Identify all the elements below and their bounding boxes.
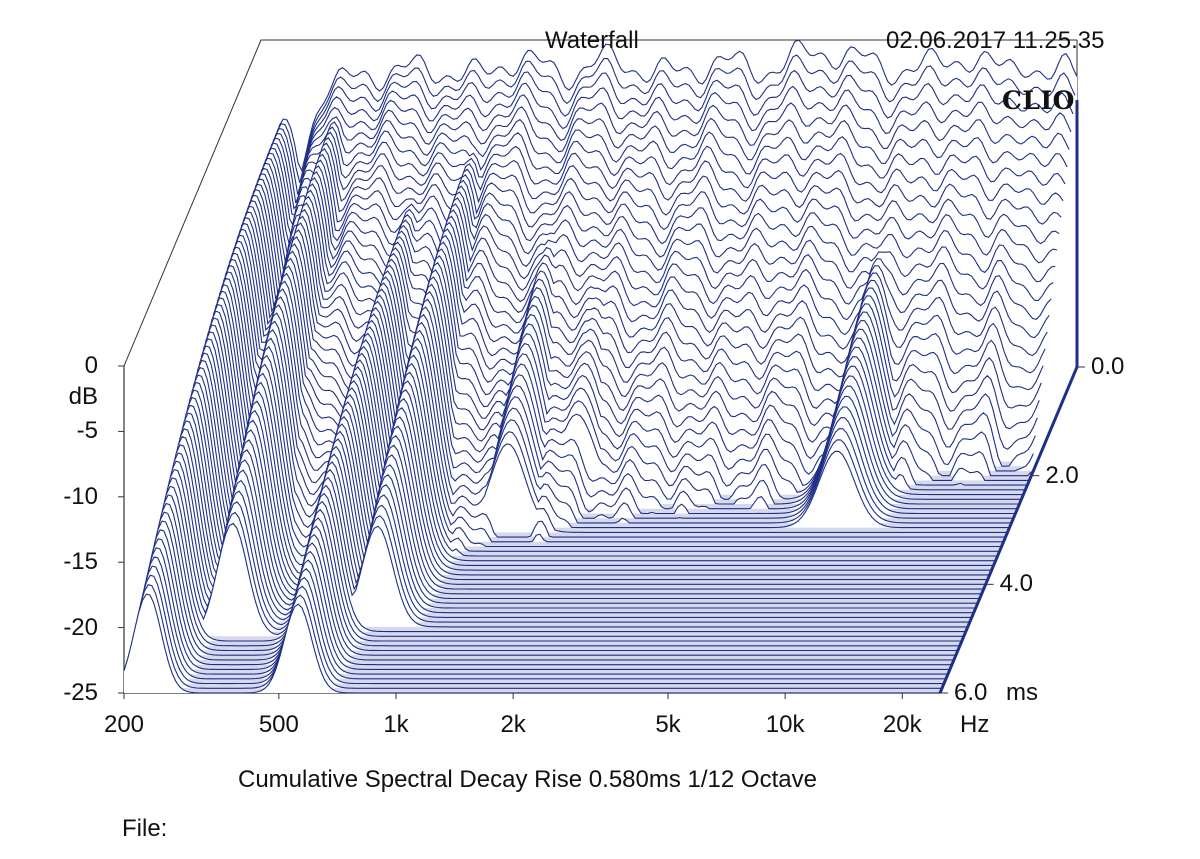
y-tick-label: -10	[63, 482, 98, 510]
decay-slice-line	[224, 189, 1042, 409]
decay-slice-line	[196, 288, 1014, 519]
decay-slice-line	[236, 153, 1054, 302]
decay-slice-line	[131, 556, 948, 675]
decay-slice-line	[133, 547, 950, 670]
decay-slice-line	[214, 222, 1032, 477]
decay-slice-line	[256, 69, 1074, 244]
decay-slice-line	[240, 142, 1058, 290]
decay-traces	[123, 39, 1079, 694]
z-unit-label: ms	[1006, 679, 1038, 706]
x-tick-label: 200	[103, 711, 145, 738]
y-tick-label: -20	[63, 613, 98, 641]
timestamp: 02.06.2017 11.25.35	[886, 27, 1105, 54]
decay-slice-line	[242, 136, 1060, 284]
decay-slice-line	[149, 477, 966, 633]
decay-slice-line	[216, 215, 1034, 472]
x-tick-label: 10k	[765, 711, 805, 738]
decay-slice-line	[129, 565, 946, 680]
x-tick-label: 5k	[655, 711, 681, 738]
z-tick-label: 4.0	[999, 570, 1034, 598]
y-tick-label: 0	[84, 352, 98, 379]
x-unit-label: Hz	[960, 711, 990, 738]
y-tick-label: -25	[63, 679, 98, 706]
decay-slice-line	[145, 494, 962, 642]
decay-slice-line	[246, 126, 1064, 272]
z-tick-label: 2.0	[1045, 461, 1079, 489]
x-tick-label: 1k	[383, 711, 409, 738]
decay-slice-mask	[124, 594, 940, 693]
decay-slice-line	[125, 584, 942, 689]
z-tick-label: 6.0	[954, 679, 988, 706]
decay-slice-line	[248, 118, 1066, 266]
chart-caption: Cumulative Spectral Decay Rise 0.580ms 1…	[238, 766, 817, 793]
file-label: File:	[122, 815, 168, 842]
decay-slice-line	[244, 131, 1062, 278]
decay-slice-line	[210, 236, 1028, 486]
decay-slice-line	[250, 106, 1068, 261]
x-tick-label: 2k	[500, 711, 526, 738]
decay-slice-line	[218, 208, 1036, 467]
decay-slice-line	[190, 312, 1008, 533]
decay-slice-line	[220, 202, 1038, 450]
decay-slice-line	[252, 94, 1070, 255]
decay-slice-line	[258, 54, 1076, 237]
decay-slice-line	[208, 243, 1026, 491]
x-tick-label: 20k	[882, 711, 922, 738]
decay-slice-line	[234, 159, 1052, 320]
decay-slice-line	[206, 250, 1024, 496]
decay-slice-line	[232, 165, 1050, 339]
decay-slice-line	[260, 39, 1078, 229]
decay-slice-line	[198, 280, 1016, 515]
decay-slice-line	[222, 195, 1040, 430]
decay-slice-line	[204, 257, 1022, 500]
decay-slice-line	[254, 82, 1072, 249]
decay-slice-line	[188, 320, 1006, 538]
decay-slice-line	[228, 177, 1046, 374]
decay-slice-line	[194, 296, 1012, 524]
decay-slice-line	[139, 520, 956, 656]
decay-slice-line	[151, 468, 968, 628]
decay-slice-line	[141, 511, 958, 652]
decay-slice-line	[192, 304, 1010, 529]
decay-slice-line	[238, 147, 1056, 296]
decay-slice-line	[123, 593, 940, 694]
decay-slice-line	[143, 502, 960, 647]
decay-slice-line	[147, 485, 964, 637]
decay-slice-line	[135, 538, 952, 666]
decay-slice-line	[127, 574, 944, 685]
z-tick-label: 0.0	[1091, 353, 1125, 380]
decay-slice-line	[202, 265, 1020, 505]
decay-slice-line	[200, 272, 1018, 510]
back-frame-line	[123, 39, 1077, 367]
axis-ticks	[118, 365, 1085, 699]
y-unit-label: dB	[68, 383, 98, 411]
y-tick-label: -5	[76, 417, 98, 445]
decay-slice-line	[153, 460, 970, 623]
brand-logo-text: CLIO	[1002, 86, 1075, 115]
decay-slice-line	[137, 529, 954, 661]
chart-title: Waterfall	[545, 27, 639, 54]
decay-slice-line	[212, 229, 1030, 481]
decay-slice-line	[230, 171, 1048, 357]
decay-slice-line	[226, 183, 1044, 391]
y-tick-label: -15	[63, 548, 98, 576]
x-tick-label: 500	[258, 711, 299, 738]
